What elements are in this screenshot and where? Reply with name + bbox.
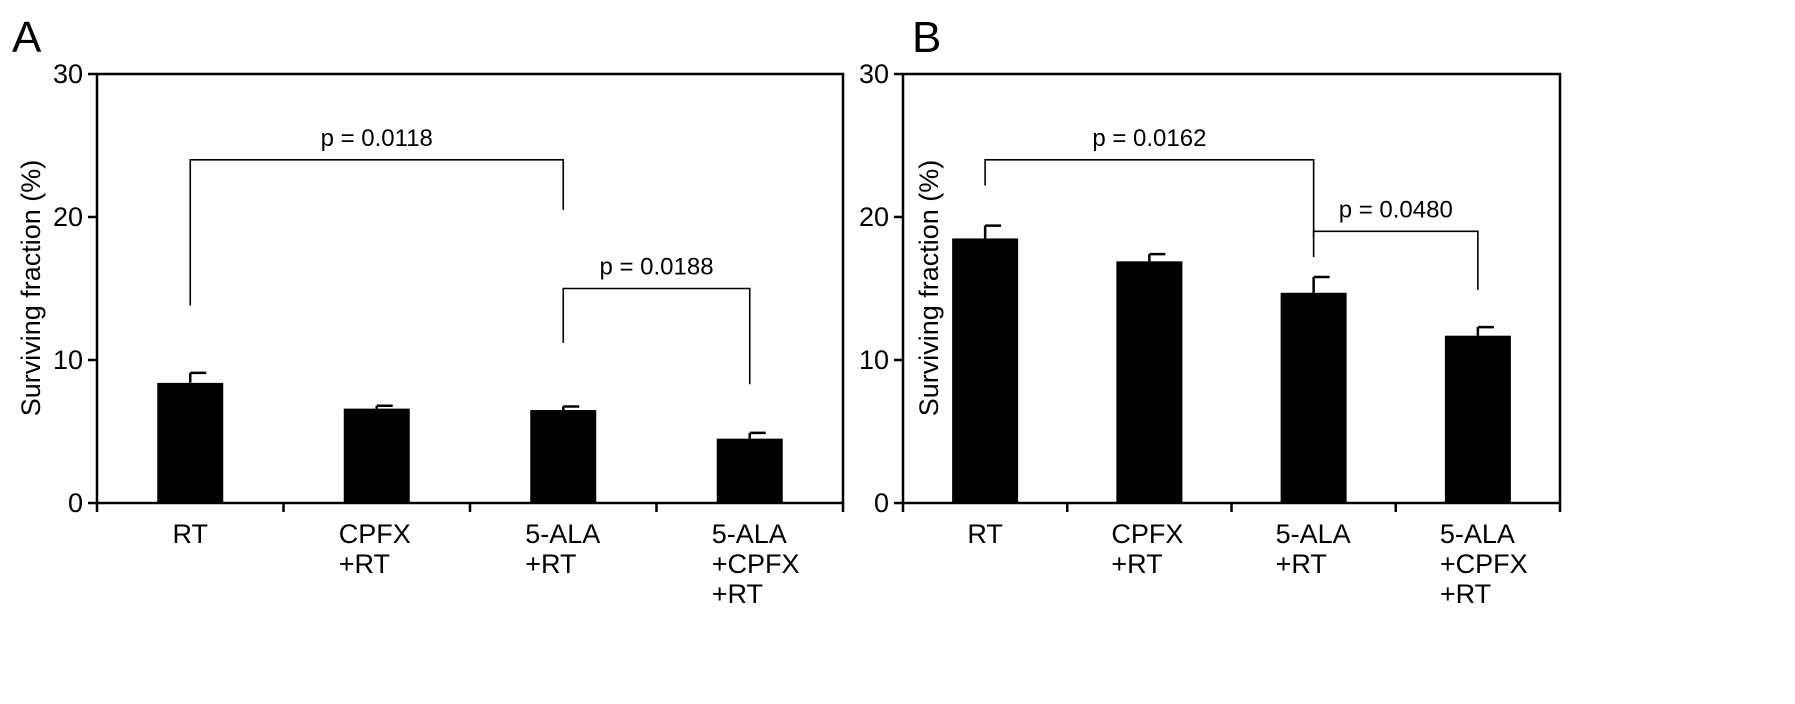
y-tick-label: 10: [53, 345, 83, 375]
p-value-label: p = 0.0162: [1092, 125, 1206, 152]
y-tick-label: 20: [53, 202, 83, 232]
y-tick-label: 0: [874, 488, 889, 518]
y-tick-label: 30: [859, 59, 889, 89]
bar: [343, 408, 410, 503]
y-tick-label: 20: [859, 202, 889, 232]
panel-label-a: A: [12, 13, 42, 62]
p-value-label: p = 0.0118: [321, 125, 433, 152]
significance-bracket: [562, 287, 751, 385]
significance-bracket: [1312, 230, 1479, 290]
chart-panel-a: A Surviving fraction (%) 0 10 20 30 RT CPFX +R…: [12, 13, 845, 609]
bar: [157, 382, 224, 503]
y-axis-label-b: Surviving fraction (%): [914, 160, 944, 417]
x-tick-label: RT: [172, 519, 208, 549]
x-tick-label: 5-ALA +RT: [1276, 519, 1351, 579]
bar: [1116, 261, 1183, 503]
x-tick-label: RT: [967, 519, 1003, 549]
y-tick-label: 30: [53, 59, 83, 89]
chart-panel-b: B Surviving fraction (%) 0 10 20 30 RT CPFX +R…: [859, 13, 1562, 609]
bar: [530, 410, 597, 503]
y-axis-label-a: Surviving fraction (%): [16, 160, 46, 417]
x-tick-label: CPFX +RT: [1111, 519, 1183, 579]
significance-bracket: [984, 159, 1315, 238]
panel-label-b: B: [912, 13, 941, 62]
plot-area-b: 0 10 20 30 RT CPFX +RT 5-ALA +RT 5-ALA +CPFX +RT p =…: [859, 59, 1562, 609]
p-value-label: p = 0.0188: [599, 254, 713, 281]
y-tick-label: 10: [859, 345, 889, 375]
bar: [716, 438, 783, 503]
x-tick-label: 5-ALA +RT: [525, 519, 600, 579]
y-tick-label: 0: [68, 488, 83, 518]
bar: [1444, 335, 1511, 503]
bar: [1280, 292, 1347, 503]
bar: [952, 238, 1019, 503]
x-tick-label: 5-ALA +CPFX +RT: [712, 519, 800, 609]
p-value-label: p = 0.0480: [1339, 196, 1453, 223]
significance-bracket: [189, 159, 565, 306]
x-tick-label: CPFX +RT: [339, 519, 411, 579]
plot-area-a: 0 10 20 30 RT CPFX +RT 5-ALA +RT 5-ALA +CPFX +RT p =…: [53, 59, 845, 609]
x-tick-label: 5-ALA +CPFX +RT: [1440, 519, 1528, 609]
